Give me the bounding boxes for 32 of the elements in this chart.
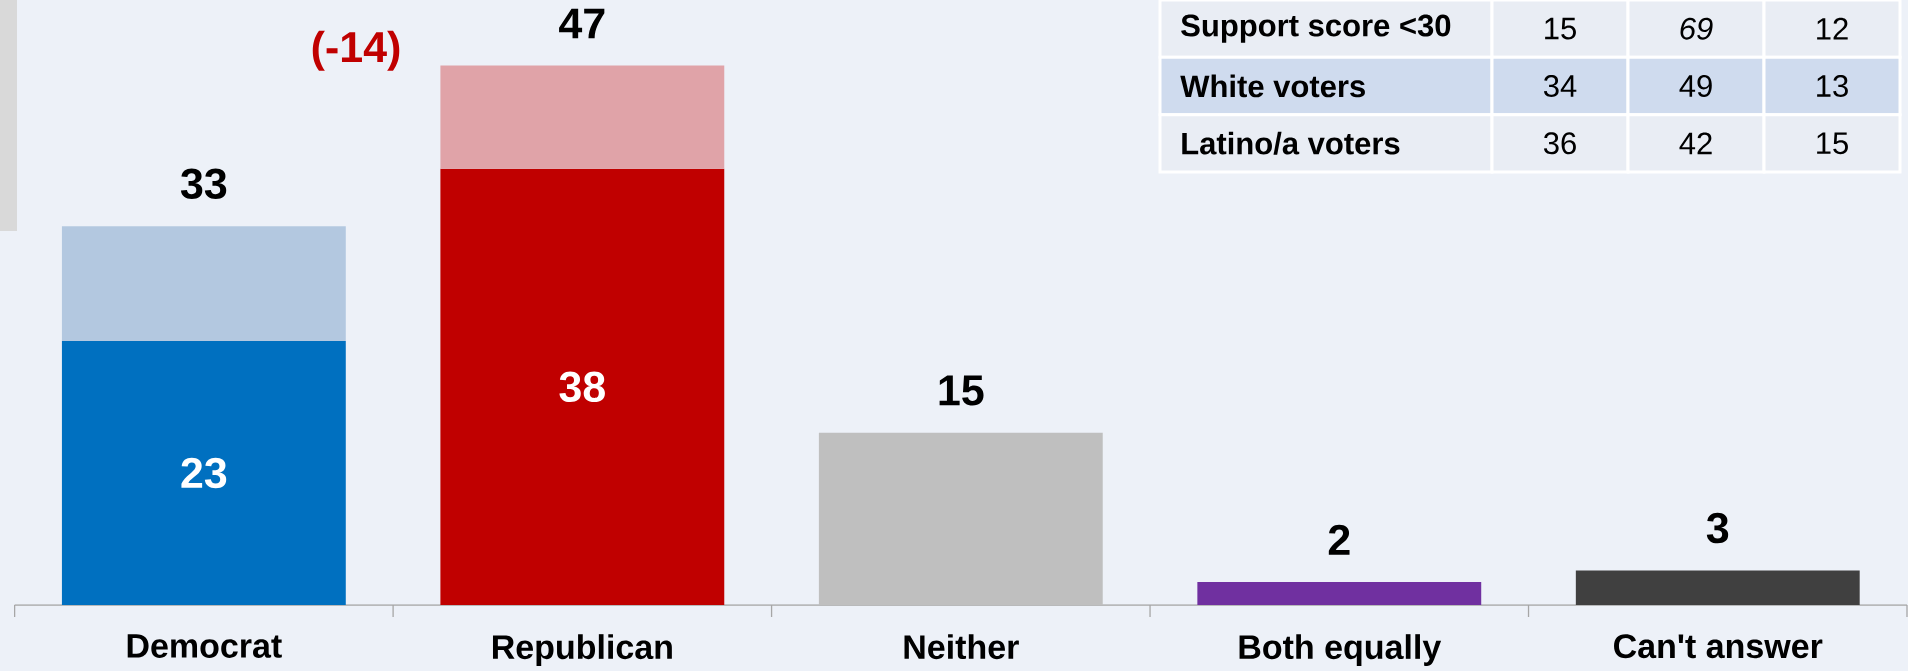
annotation: 36 (1543, 132, 1576, 155)
x-tick-label: Neither (904, 634, 1019, 660)
annotation: 42 (1679, 132, 1712, 155)
x-tick-label: Can't answer (1614, 634, 1823, 659)
annotation: 15 (1545, 17, 1576, 40)
annotation: 34 (1543, 75, 1577, 97)
bar (440, 65, 725, 169)
x-tick-label: Both equally (1239, 634, 1442, 666)
annotation: 12 (1817, 17, 1848, 40)
x-tick-label: Democrat (127, 634, 282, 658)
total-label: 2 (1328, 524, 1350, 555)
annotation: Latino/a voters (1182, 131, 1400, 155)
total-label: 3 (1706, 512, 1729, 544)
annotation: 49 (1679, 75, 1712, 97)
bar (440, 168, 725, 605)
bar (61, 226, 346, 341)
total-label: 33 (180, 168, 227, 199)
data-label: 23 (181, 457, 227, 489)
annotation: 15 (1817, 132, 1848, 155)
annotation: 69 (1680, 17, 1713, 40)
annotation: (-14) (312, 30, 400, 71)
total-label: 47 (559, 8, 605, 39)
annotation: White voters (1180, 74, 1365, 98)
x-tick-label: Republican (492, 634, 672, 666)
bar (1197, 582, 1482, 605)
data-label: 38 (559, 371, 605, 403)
bar (1575, 570, 1860, 605)
bar (61, 340, 346, 605)
annotation: Support score <30 (1181, 14, 1451, 43)
annotation: 13 (1817, 75, 1848, 97)
bar (818, 432, 1103, 605)
total-label: 15 (939, 375, 984, 406)
